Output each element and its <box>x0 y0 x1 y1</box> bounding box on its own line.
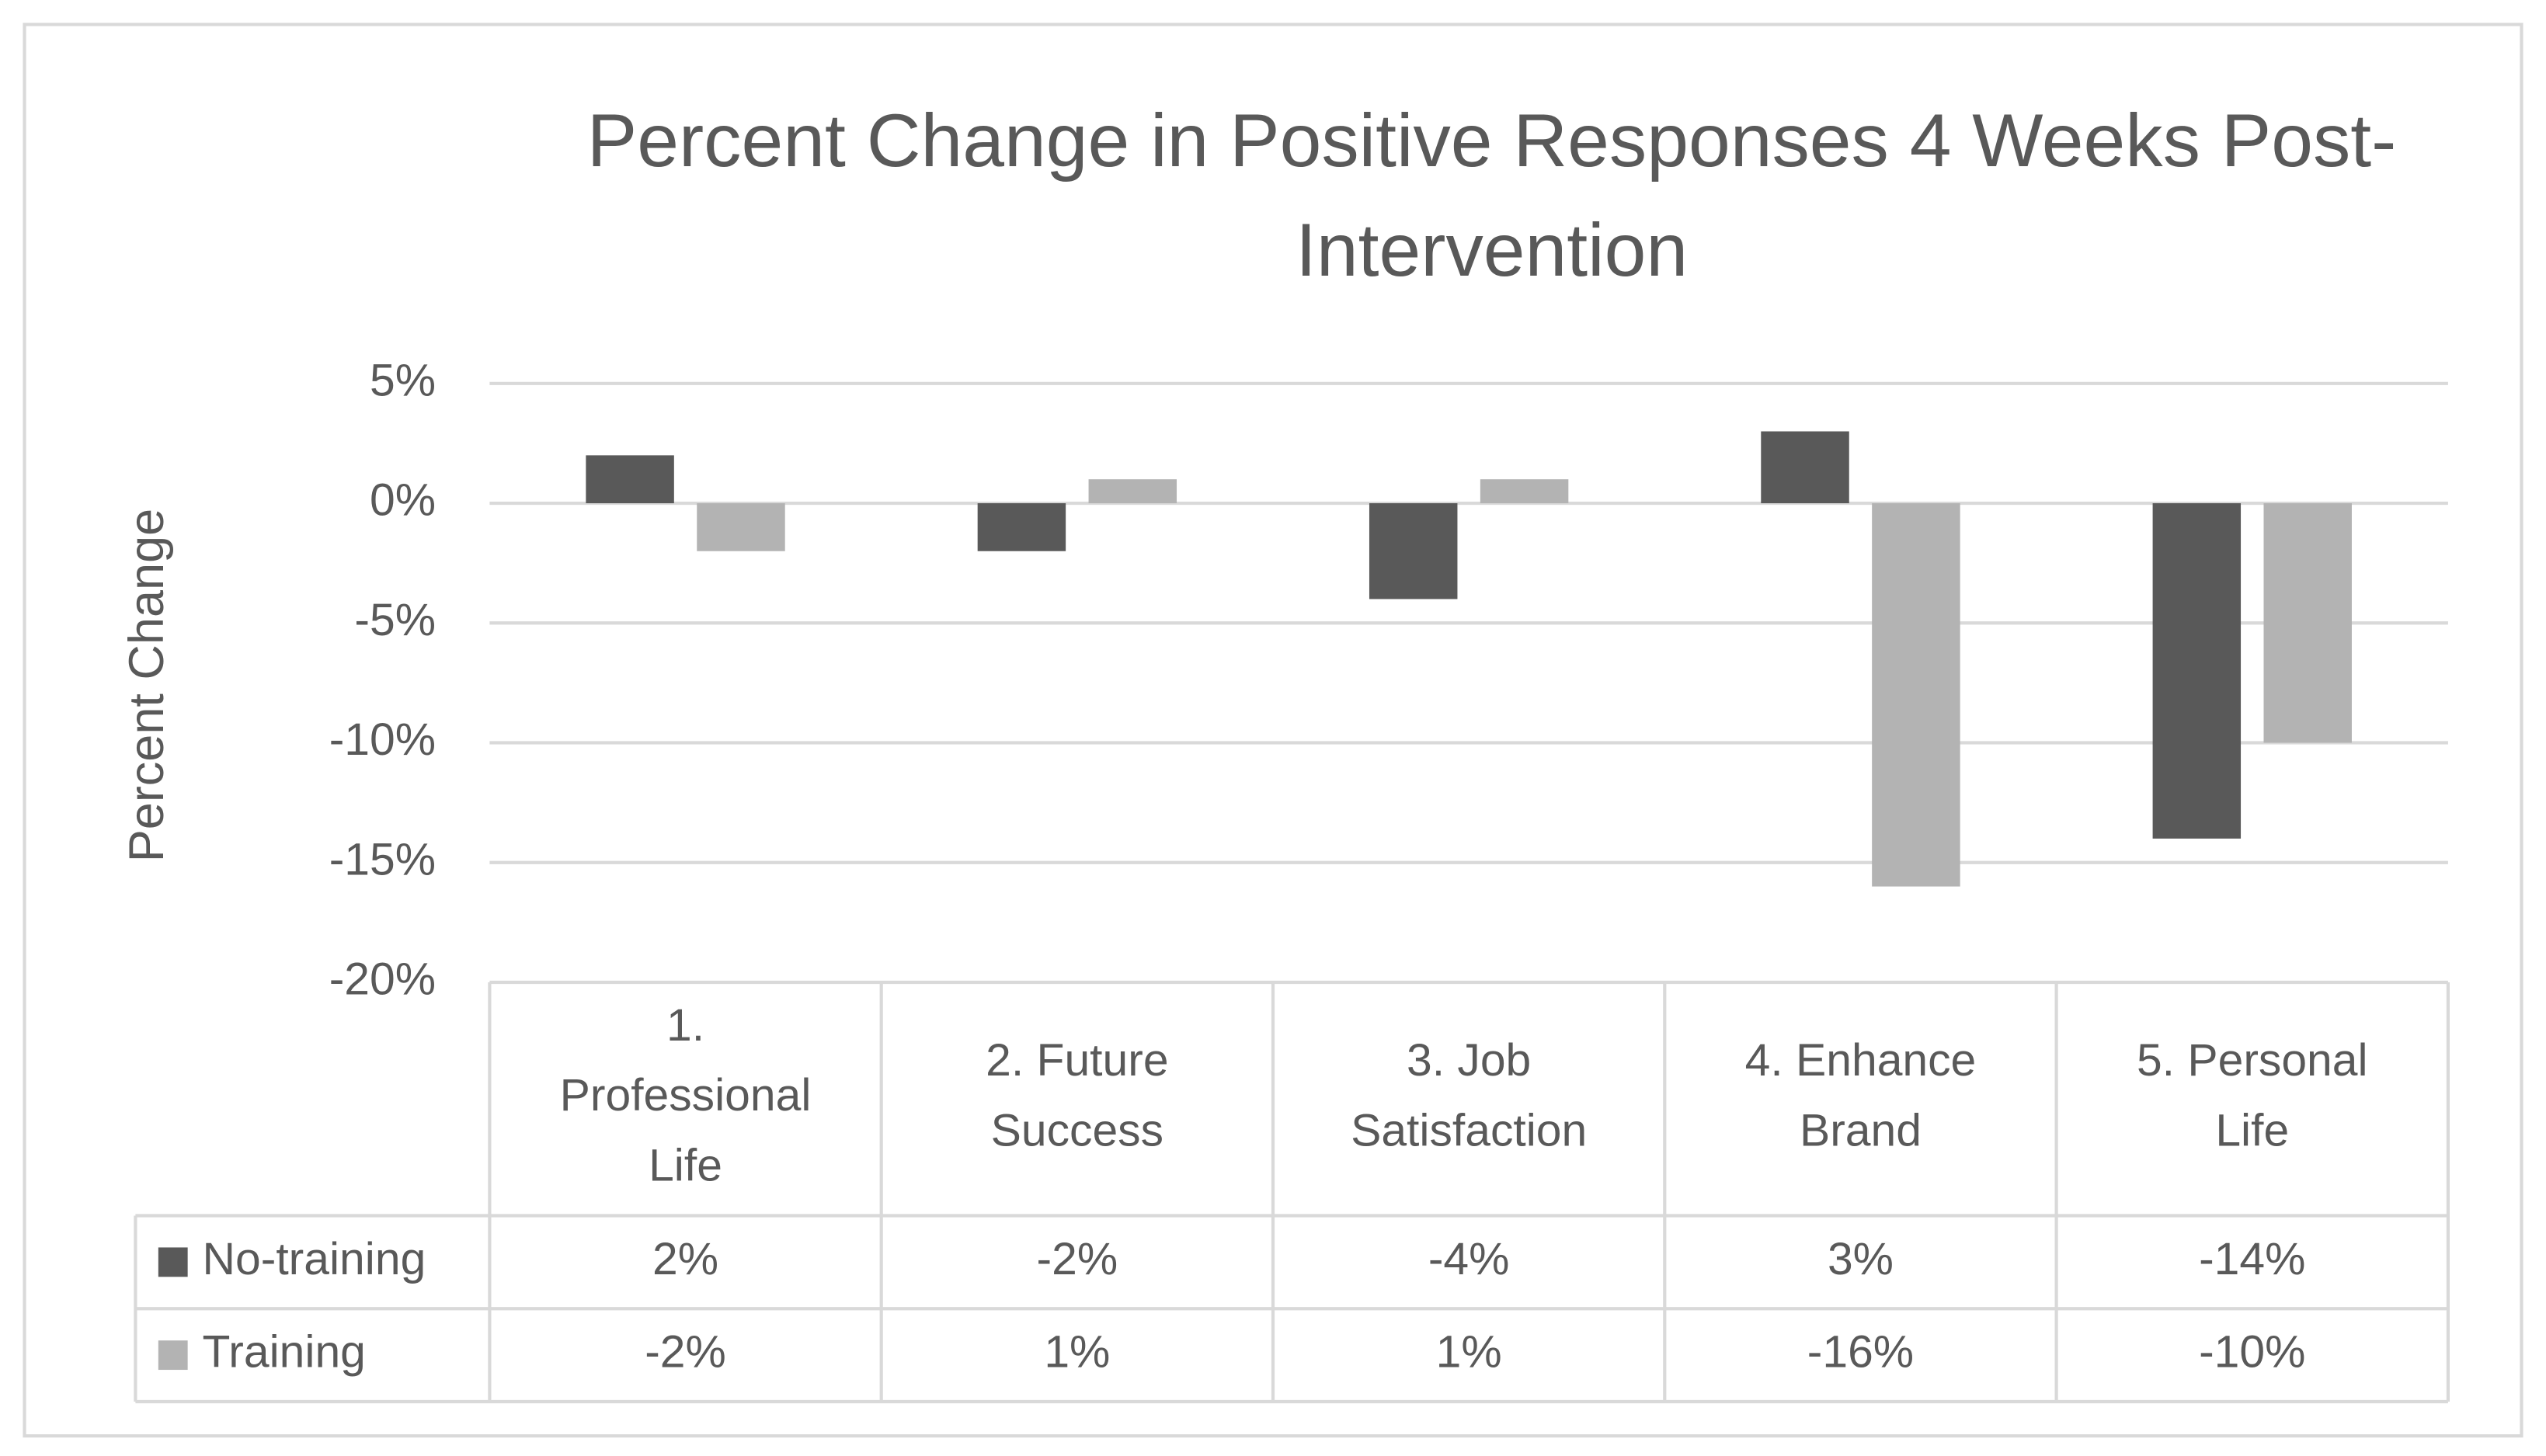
bar <box>2263 503 2352 743</box>
table-value: -16% <box>1807 1327 1914 1378</box>
y-tick-label: -5% <box>354 595 436 645</box>
table-value: -4% <box>1428 1234 1510 1284</box>
legend-swatch <box>158 1340 188 1371</box>
table-value: 2% <box>652 1234 718 1284</box>
table-value: -10% <box>2199 1327 2305 1378</box>
bar <box>977 503 1066 551</box>
x-tick-label: 5. Personal Life <box>2137 1035 2368 1155</box>
x-tick-label: 1. Professional Life <box>560 999 812 1190</box>
legend-swatch <box>158 1247 188 1277</box>
bar <box>1480 479 1569 504</box>
y-tick-label: 5% <box>370 355 436 405</box>
legend-label: Training <box>203 1327 366 1378</box>
bar <box>1872 503 1960 887</box>
y-tick-label: -20% <box>329 954 436 1005</box>
y-tick-label: -10% <box>329 714 436 765</box>
chart-title: Percent Change in Positive Responses 4 W… <box>587 99 2397 292</box>
y-axis-label: Percent Change <box>120 509 174 862</box>
table-value: -14% <box>2199 1234 2305 1284</box>
table-value: -2% <box>1037 1234 1118 1284</box>
y-tick-label: 0% <box>370 475 436 526</box>
bar <box>1761 431 1849 504</box>
table-value: 1% <box>1436 1327 1502 1378</box>
table-value: 3% <box>1828 1234 1894 1284</box>
bar <box>2152 503 2242 839</box>
x-tick-label: 4. Enhance Brand <box>1745 1035 1977 1155</box>
x-tick-label: 2. Future Success <box>986 1035 1168 1155</box>
bar <box>586 455 674 504</box>
table-value: -2% <box>645 1327 726 1378</box>
bar <box>697 503 785 551</box>
bar <box>1369 503 1458 599</box>
y-tick-label: -15% <box>329 834 436 884</box>
bar <box>1088 479 1177 504</box>
legend-label: No-training <box>203 1234 426 1284</box>
table-value: 1% <box>1044 1327 1110 1378</box>
x-tick-label: 3. Job Satisfaction <box>1351 1035 1587 1155</box>
